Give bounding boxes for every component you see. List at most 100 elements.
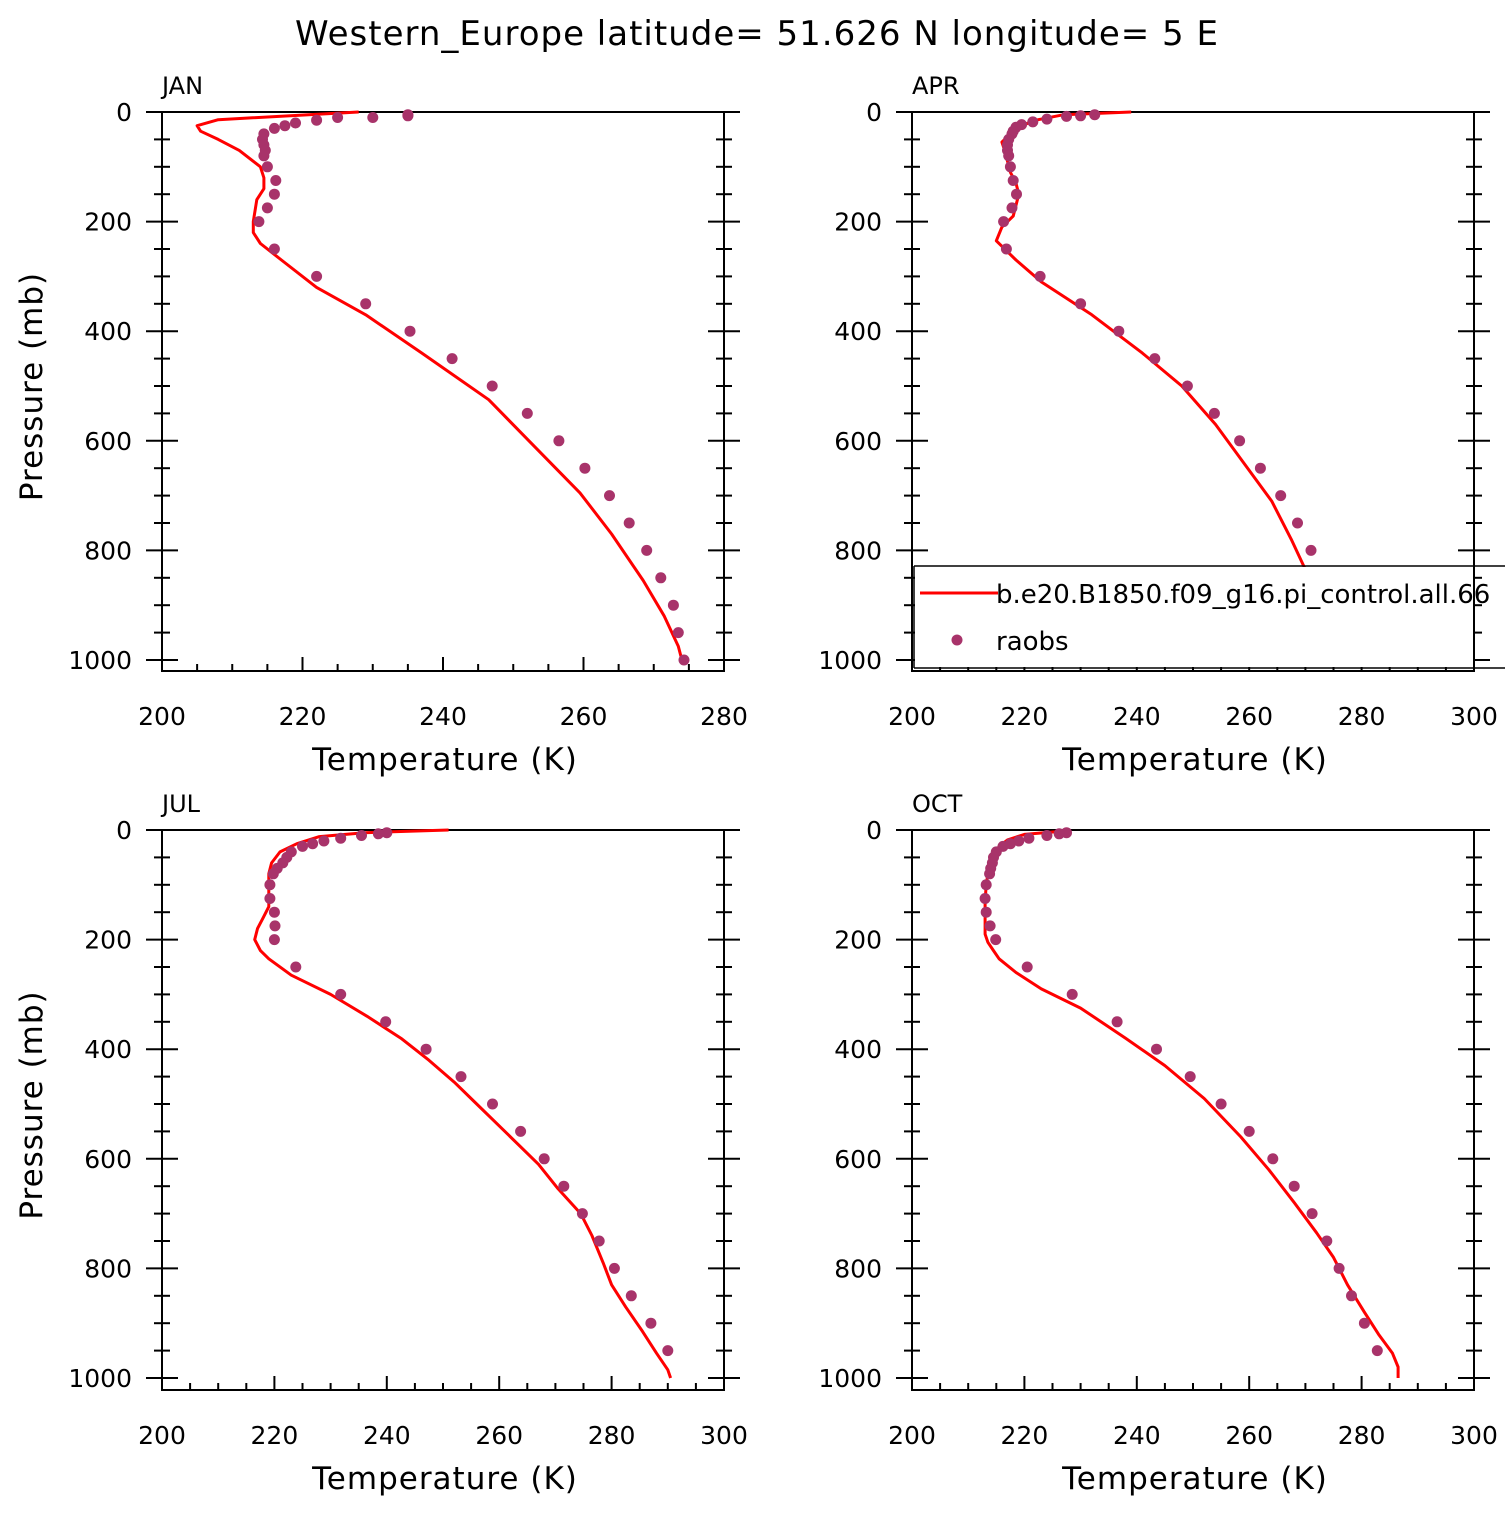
y-tick-label: 1000	[818, 1364, 882, 1393]
raobs-point	[1111, 1016, 1123, 1028]
raobs-point	[538, 1153, 550, 1165]
raobs-point	[1288, 1180, 1300, 1192]
raobs-point	[579, 462, 591, 474]
x-axis-label: Temperature (K)	[311, 1461, 578, 1497]
raobs-point	[486, 380, 498, 392]
y-tick-label: 400	[834, 1035, 882, 1064]
raobs-point	[1066, 988, 1078, 1000]
raobs-point	[335, 988, 347, 1000]
raobs-point	[307, 838, 319, 850]
raobs-point	[268, 122, 280, 134]
raobs-point	[515, 1125, 527, 1137]
raobs-point	[1333, 1262, 1345, 1274]
raobs-point	[1053, 828, 1065, 840]
y-tick-label: 600	[834, 427, 882, 456]
x-tick-label: 280	[588, 1421, 636, 1450]
raobs-point	[1305, 544, 1317, 556]
x-tick-label: 280	[700, 702, 748, 731]
x-tick-label: 280	[1338, 702, 1386, 731]
raobs-point	[446, 353, 458, 365]
raobs-point	[655, 572, 667, 584]
raobs-point	[269, 920, 281, 932]
raobs-point	[268, 934, 280, 946]
raobs-point	[1215, 1098, 1227, 1110]
x-tick-label: 300	[1450, 702, 1498, 731]
x-tick-label: 200	[888, 702, 936, 731]
model-profile-line	[195, 110, 684, 661]
legend-bg	[915, 567, 1473, 667]
y-tick-label: 800	[84, 536, 132, 565]
raobs-point	[360, 298, 372, 310]
raobs-point	[335, 832, 347, 844]
raobs-point	[1371, 1345, 1383, 1357]
raobs-point	[381, 827, 393, 839]
raobs-point	[1275, 490, 1287, 502]
figure-title: Western_Europe latitude= 51.626 N longit…	[295, 14, 1219, 54]
x-tick-label: 260	[1225, 702, 1273, 731]
raobs-point	[980, 906, 992, 918]
raobs-point	[267, 868, 279, 880]
x-tick-label: 220	[1001, 702, 1049, 731]
raobs-point	[487, 1098, 498, 1110]
x-tick-label: 300	[700, 1421, 748, 1450]
raobs-point	[553, 435, 565, 447]
raobs-point	[258, 150, 270, 162]
raobs-point	[270, 175, 282, 186]
raobs-point	[455, 1071, 467, 1083]
raobs-point	[1075, 110, 1087, 122]
raobs-point	[1089, 109, 1101, 121]
raobs-point	[1113, 325, 1125, 337]
raobs-point	[623, 517, 635, 529]
raobs-point	[678, 654, 690, 666]
x-tick-label: 240	[363, 1421, 411, 1450]
raobs-point	[332, 112, 344, 123]
raobs-point	[1292, 517, 1303, 529]
raobs-point	[1061, 110, 1072, 122]
raobs-point	[1006, 202, 1018, 214]
raobs-point	[372, 828, 384, 840]
x-tick-label: 220	[251, 1421, 299, 1450]
panels: 0 200 400 600 800 1000 200 220 240 260 280 Temperat…	[14, 72, 1505, 1497]
raobs-point	[1075, 298, 1087, 310]
raobs-point	[297, 840, 308, 852]
raobs-point	[264, 879, 276, 891]
raobs-point	[367, 112, 379, 123]
legend-obs-swatch	[951, 634, 963, 646]
raobs-point	[1358, 1317, 1370, 1329]
raobs-point	[1149, 353, 1161, 365]
raobs-point	[1151, 1043, 1162, 1055]
raobs-point	[558, 1180, 570, 1192]
x-tick-label: 260	[475, 1421, 523, 1450]
y-tick-label: 0	[866, 98, 882, 127]
raobs-point	[1208, 407, 1220, 419]
raobs-point	[662, 1345, 674, 1357]
x-tick-label: 280	[1338, 1421, 1386, 1450]
raobs-point	[608, 1262, 620, 1274]
plot-frame	[161, 111, 725, 672]
raobs-point	[1027, 116, 1039, 128]
raobs-point	[1243, 1125, 1255, 1137]
x-tick-label: 200	[138, 1421, 186, 1450]
x-axis-label: Temperature (K)	[1061, 742, 1328, 778]
raobs-point	[311, 114, 323, 126]
raobs-point	[1034, 270, 1046, 282]
x-tick-label: 260	[560, 702, 608, 731]
raobs-point	[1306, 1208, 1318, 1220]
raobs-point	[1003, 150, 1015, 162]
model-profile-line	[983, 829, 1400, 1378]
y-tick-label: 1000	[68, 646, 132, 675]
raobs-point	[290, 117, 301, 129]
raobs-point	[1023, 832, 1035, 844]
plot-frame	[911, 829, 1475, 1391]
y-tick-label: 200	[834, 926, 882, 955]
y-tick-label: 600	[834, 1145, 882, 1174]
model-profile-line	[253, 828, 673, 1379]
raobs-point	[521, 407, 533, 419]
x-tick-label: 240	[1113, 1421, 1161, 1450]
y-tick-label: 200	[834, 208, 882, 237]
raobs-point	[672, 627, 684, 639]
